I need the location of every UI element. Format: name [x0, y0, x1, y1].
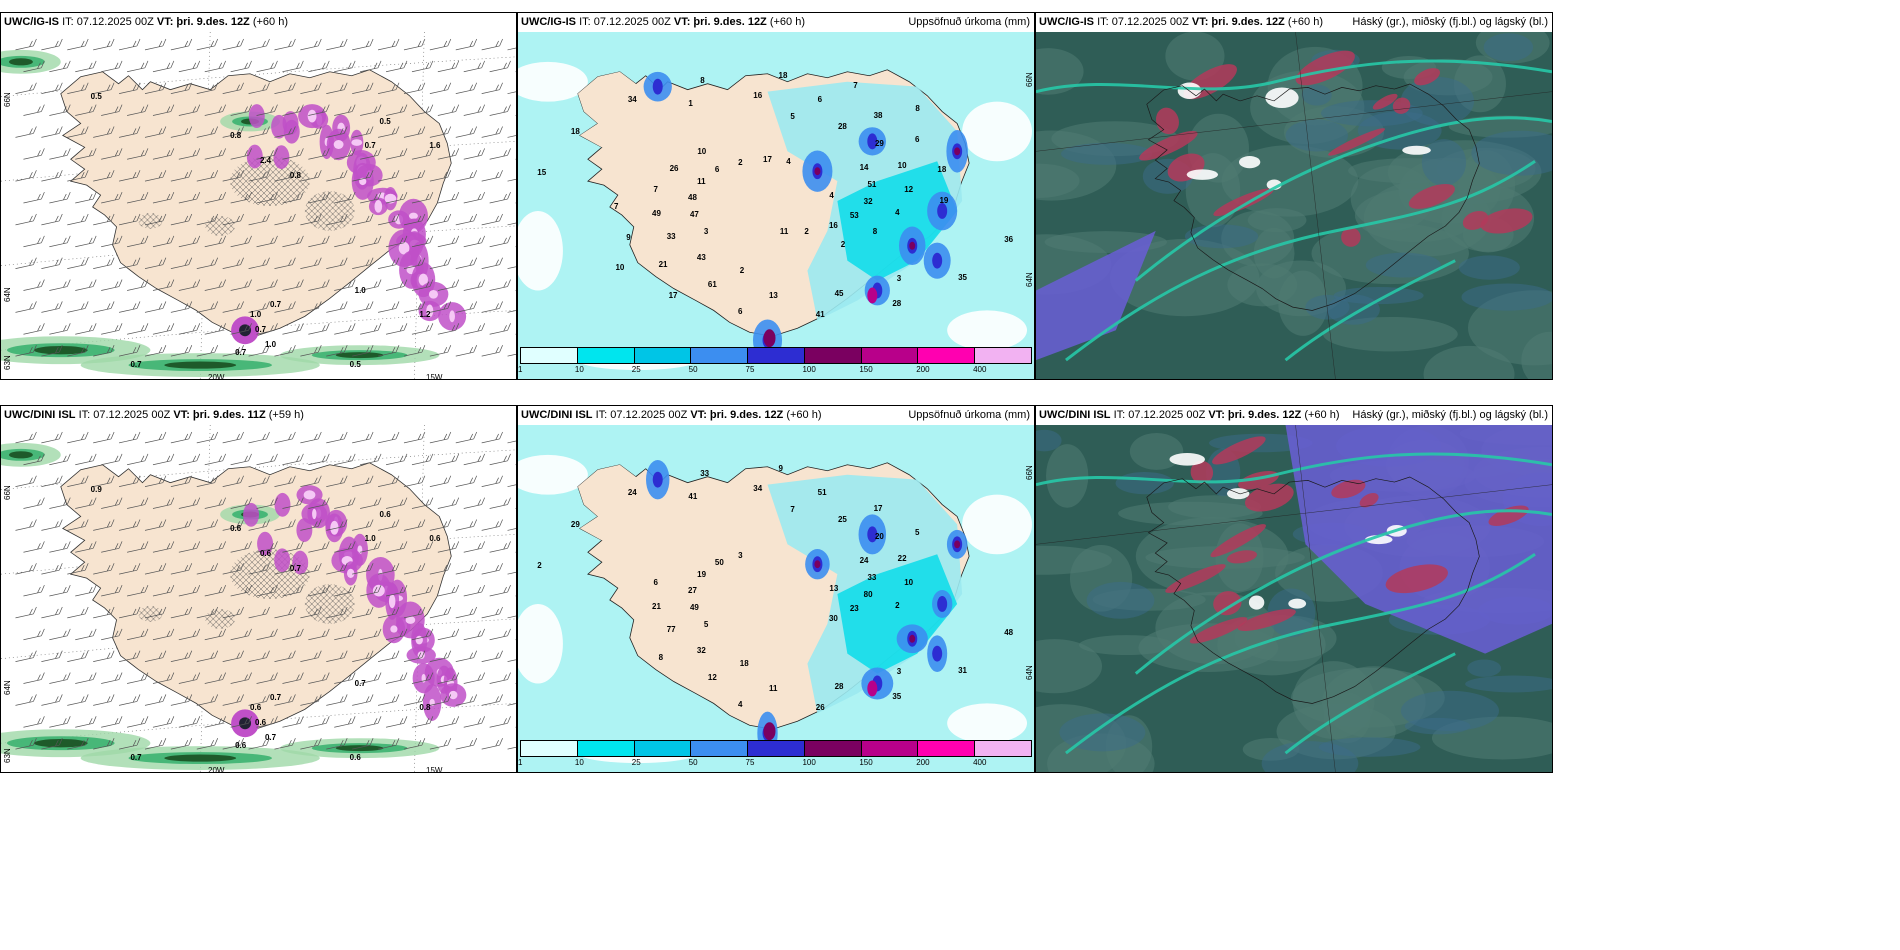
legend-label: 100 [802, 758, 816, 767]
legend-swatch [804, 348, 862, 363]
panel-header: UWC/IG-IS IT: 07.12.2025 00Z VT: þri. 9.… [518, 13, 1034, 32]
legend-label: 10 [574, 365, 584, 374]
precip-legend: 1 10 25 50 75 100 150 200 400 [518, 740, 1032, 770]
legend-label: 200 [916, 365, 930, 374]
legend-label: 25 [631, 365, 641, 374]
legend-swatch [918, 348, 976, 363]
legend-bar [520, 740, 1032, 757]
legend-swatch [918, 741, 976, 756]
panel-header: UWC/DINI ISL IT: 07.12.2025 00Z VT: þri.… [1036, 406, 1552, 425]
init-time: IT: 07.12.2025 00Z [595, 409, 688, 421]
legend-swatch [975, 348, 1032, 363]
legend-swatch [521, 741, 578, 756]
legend-swatch [634, 348, 692, 363]
cloud-map[interactable] [1036, 425, 1552, 772]
model-name: UWC/DINI ISL [521, 409, 593, 421]
lead-time: (+60 h) [1287, 16, 1324, 28]
legend-label: 1 [518, 365, 523, 374]
lead-time: (+59 h) [268, 409, 304, 421]
init-time: IT: 07.12.2025 00Z [78, 409, 171, 421]
model-name: UWC/DINI ISL [1039, 409, 1111, 421]
precip-map[interactable]: 13 5 7 3 2 24 18 41 48 49 25 28 29 33 32 34 31 27 20 11 24 80… [518, 425, 1034, 772]
legend-swatch [691, 348, 749, 363]
panel-header: UWC/IG-IS IT: 07.12.2025 00Z VT: þri. 9.… [1, 13, 516, 32]
model-name: UWC/DINI ISL [4, 409, 76, 421]
precip-legend: 1 10 25 50 75 100 150 200 400 [518, 347, 1032, 377]
panel-header: UWC/DINI ISL IT: 07.12.2025 00Z VT: þri.… [518, 406, 1034, 425]
legend-swatch [748, 741, 805, 756]
legend-label: 400 [973, 365, 987, 374]
panel-dini-cloud: UWC/DINI ISL IT: 07.12.2025 00Z VT: þri.… [1035, 405, 1553, 773]
legend-swatch [634, 741, 692, 756]
lead-time: (+60 h) [786, 409, 822, 421]
panel-dini-wind: UWC/DINI ISL IT: 07.12.2025 00Z VT: þri.… [0, 405, 517, 773]
valid-time: VT: þri. 9.des. 12Z [1208, 409, 1302, 421]
panel-variable-title: Uppsöfnuð úrkoma (mm) [908, 16, 1030, 28]
panel-variable-title: Háský (gr.), miðský (fj.bl.) og lágský (… [1352, 16, 1548, 28]
wind-map[interactable]: 0.8 0.5 0.8 2.4 0.5 0.7 1.0 0.7 0.7 0.7 1.0 1.6 1.2 0… [1, 32, 516, 379]
legend-label: 75 [745, 365, 755, 374]
legend-swatch [804, 741, 862, 756]
panel-igis-cloud: UWC/IG-IS IT: 07.12.2025 00Z VT: þri. 9.… [1035, 12, 1553, 380]
legend-label: 200 [916, 758, 930, 767]
legend-swatch [577, 741, 635, 756]
lead-time: (+60 h) [252, 16, 289, 28]
init-time: IT: 07.12.2025 00Z [1097, 16, 1189, 28]
legend-label: 400 [973, 758, 987, 767]
legend-swatch [748, 348, 805, 363]
legend-swatch [691, 741, 749, 756]
valid-time: VT: þri. 9.des. 12Z [690, 409, 784, 421]
legend-label: 50 [688, 365, 698, 374]
precip-map[interactable]: 4 3 5 3 15 14 2 1 36 47 28 45 18 51 43 16 35 48 29 13 34 32 33… [518, 32, 1034, 379]
valid-time: VT: þri. 9.des. 12Z [673, 16, 767, 28]
model-name: UWC/IG-IS [521, 16, 576, 28]
legend-label: 1 [518, 758, 523, 767]
wind-map[interactable]: 0.6 0.9 0.7 0.6 0.6 1.0 0.6 0.6 0.7 0.6 0.7 0.6 0.8 0… [1, 425, 516, 772]
legend-label: 100 [802, 365, 816, 374]
legend-swatch [975, 741, 1032, 756]
panel-dini-precip: UWC/DINI ISL IT: 07.12.2025 00Z VT: þri.… [517, 405, 1035, 773]
panel-variable-title: Uppsöfnuð úrkoma (mm) [908, 409, 1030, 421]
panel-header: UWC/IG-IS IT: 07.12.2025 00Z VT: þri. 9.… [1036, 13, 1552, 32]
model-name: UWC/IG-IS [4, 16, 59, 28]
model-name: UWC/IG-IS [1039, 16, 1094, 28]
legend-label: 10 [574, 758, 584, 767]
valid-time: VT: þri. 9.des. 12Z [1191, 16, 1285, 28]
panel-igis-precip: UWC/IG-IS IT: 07.12.2025 00Z VT: þri. 9.… [517, 12, 1035, 380]
panel-variable-title: Háský (gr.), miðský (fj.bl.) og lágský (… [1352, 409, 1548, 421]
panel-igis-wind: UWC/IG-IS IT: 07.12.2025 00Z VT: þri. 9.… [0, 12, 517, 380]
lead-time: (+60 h) [769, 16, 806, 28]
init-time: IT: 07.12.2025 00Z [62, 16, 154, 28]
legend-swatch [861, 741, 919, 756]
lead-time: (+60 h) [1304, 409, 1340, 421]
legend-bar [520, 347, 1032, 364]
init-time: IT: 07.12.2025 00Z [1113, 409, 1206, 421]
legend-label: 150 [859, 758, 873, 767]
legend-swatch [577, 348, 635, 363]
valid-time: VT: þri. 9.des. 12Z [156, 16, 250, 28]
legend-label: 150 [859, 365, 873, 374]
legend-swatch [861, 348, 919, 363]
valid-time: VT: þri. 9.des. 11Z [173, 409, 266, 421]
legend-label: 75 [745, 758, 755, 767]
cloud-map[interactable] [1036, 32, 1552, 379]
init-time: IT: 07.12.2025 00Z [579, 16, 671, 28]
legend-label: 25 [631, 758, 641, 767]
legend-label: 50 [688, 758, 698, 767]
legend-swatch [521, 348, 578, 363]
panel-header: UWC/DINI ISL IT: 07.12.2025 00Z VT: þri.… [1, 406, 516, 425]
